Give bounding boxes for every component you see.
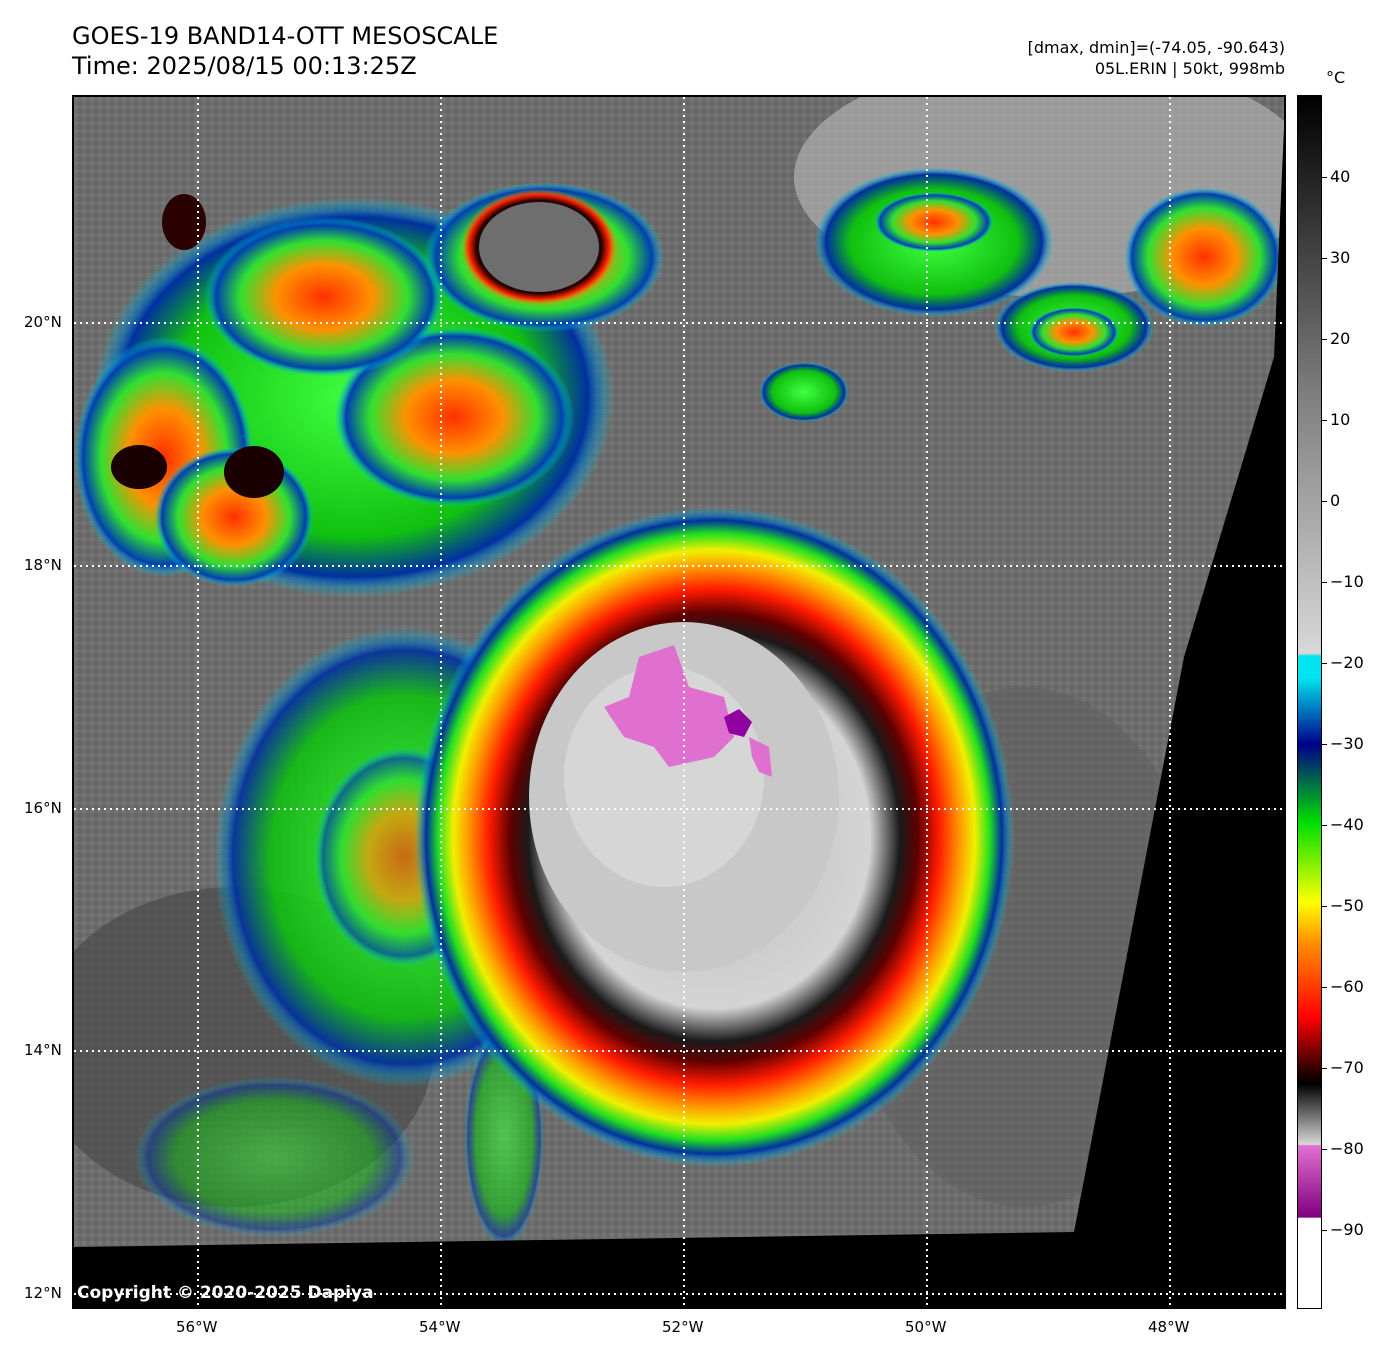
temperature-range: [dmax, dmin]=(-74.05, -90.643) <box>1027 38 1285 57</box>
colorbar-tick-label: −50 <box>1330 896 1364 915</box>
lat-label-12n: 12°N <box>24 1284 62 1302</box>
colorbar-tick <box>1322 339 1327 340</box>
colorbar-tick-label: −10 <box>1330 572 1364 591</box>
colorbar-tick <box>1322 906 1327 907</box>
storm-info: 05L.ERIN | 50kt, 998mb <box>1094 59 1285 78</box>
colorbar-tick-label: −70 <box>1330 1058 1364 1077</box>
temperature-colorbar <box>1297 95 1322 1309</box>
colorbar-tick-label: 20 <box>1330 329 1351 348</box>
lon-label-54w: 54°W <box>419 1318 461 1336</box>
colorbar-tick <box>1322 177 1327 178</box>
colorbar-tick-label: 10 <box>1330 410 1351 429</box>
map-title: GOES-19 BAND14-OTT MESOSCALE <box>72 22 499 50</box>
colorbar-tick-label: −60 <box>1330 977 1364 996</box>
lon-label-50w: 50°W <box>905 1318 947 1336</box>
colorbar-tick <box>1322 663 1327 664</box>
colorbar-tick <box>1322 1149 1327 1150</box>
timestamp: Time: 2025/08/15 00:13:25Z <box>72 52 417 80</box>
lat-label-20n: 20°N <box>24 313 62 331</box>
colorbar-tick-label: 30 <box>1330 248 1351 267</box>
colorbar-tick <box>1322 825 1327 826</box>
lon-label-56w: 56°W <box>176 1318 218 1336</box>
colorbar-tick <box>1322 1068 1327 1069</box>
ir-imagery <box>74 97 1284 1307</box>
lat-label-16n: 16°N <box>24 799 62 817</box>
graticule <box>74 97 1284 1307</box>
lon-label-48w: 48°W <box>1148 1318 1190 1336</box>
colorbar-tick-label: −30 <box>1330 734 1364 753</box>
colorbar-tick-label: 40 <box>1330 167 1351 186</box>
colorbar-tick-label: 0 <box>1330 491 1341 510</box>
colorbar-tick-label: −20 <box>1330 653 1364 672</box>
colorbar-tick <box>1322 1230 1327 1231</box>
colorbar-unit: °C <box>1326 68 1346 87</box>
colorbar-tick-label: −80 <box>1330 1139 1364 1158</box>
lat-label-14n: 14°N <box>24 1041 62 1059</box>
colorbar-tick <box>1322 582 1327 583</box>
lon-label-52w: 52°W <box>662 1318 704 1336</box>
colorbar-tick <box>1322 420 1327 421</box>
colorbar-tick <box>1322 258 1327 259</box>
colorbar-tick-label: −40 <box>1330 815 1364 834</box>
colorbar-tick <box>1322 501 1327 502</box>
lat-label-18n: 18°N <box>24 556 62 574</box>
copyright-notice: Copyright © 2020-2025 Dapiya <box>77 1283 374 1303</box>
colorbar-tick-label: −90 <box>1330 1220 1364 1239</box>
satellite-image: Copyright © 2020-2025 Dapiya <box>72 95 1286 1309</box>
colorbar-tick <box>1322 744 1327 745</box>
colorbar-tick <box>1322 987 1327 988</box>
